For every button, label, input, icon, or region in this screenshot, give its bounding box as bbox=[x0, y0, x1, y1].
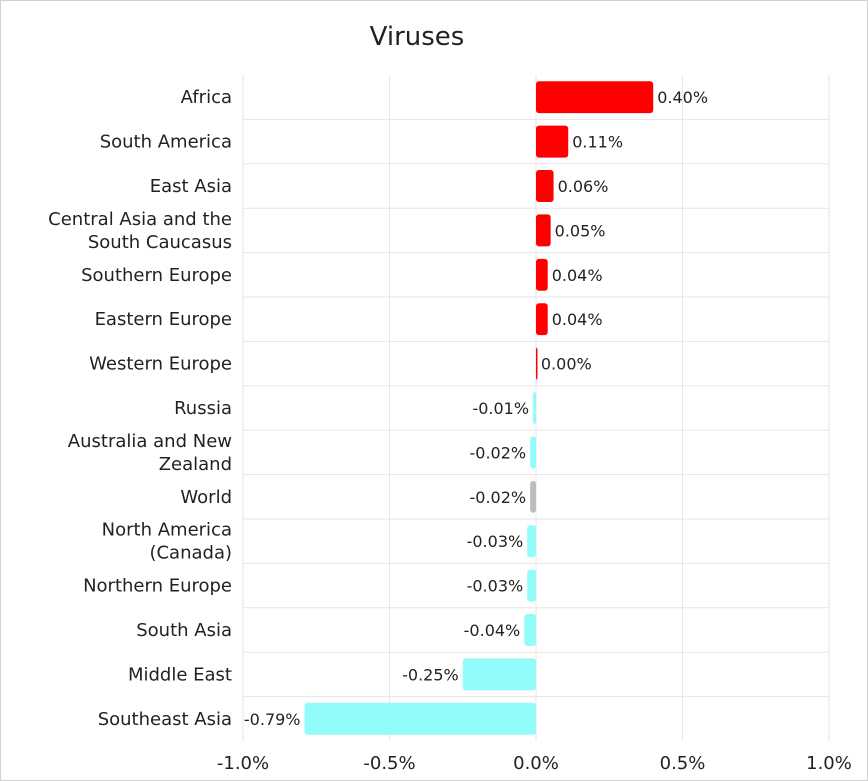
value-label: -0.03% bbox=[467, 577, 524, 596]
value-label: 0.04% bbox=[552, 310, 603, 329]
bar bbox=[527, 569, 536, 602]
value-labels: 0.40% 0.11% 0.06% 0.05% 0.04% 0.04% 0.00% -0.01… bbox=[244, 88, 708, 729]
x-tick-label: 0.0% bbox=[513, 753, 559, 774]
category-label: Northern Europe bbox=[83, 576, 232, 597]
chart-title: Viruses bbox=[370, 22, 465, 52]
bar bbox=[304, 702, 536, 735]
category-label: Southern Europe bbox=[81, 265, 232, 286]
bar bbox=[462, 658, 536, 691]
category-labels: Africa South America East Asia Central Asia… bbox=[48, 87, 232, 730]
bar bbox=[536, 81, 654, 114]
value-label: 0.04% bbox=[552, 266, 603, 285]
value-label: 0.00% bbox=[541, 355, 592, 374]
category-label: Western Europe bbox=[89, 354, 232, 375]
category-label: Australia and New Zealand bbox=[68, 431, 232, 475]
value-label: 0.40% bbox=[657, 88, 708, 107]
bar bbox=[530, 480, 536, 513]
category-label: Eastern Europe bbox=[95, 309, 232, 330]
value-label: -0.79% bbox=[244, 710, 301, 729]
value-label: 0.06% bbox=[558, 177, 609, 196]
x-tick-labels: -1.0% -0.5% 0.0% 0.5% 1.0% bbox=[217, 753, 852, 774]
value-label: 0.11% bbox=[572, 133, 623, 152]
category-label: Africa bbox=[181, 87, 232, 108]
category-label: World bbox=[180, 487, 232, 508]
bar bbox=[533, 392, 536, 424]
bars bbox=[304, 81, 654, 735]
category-label: East Asia bbox=[150, 176, 232, 197]
bar bbox=[536, 258, 548, 291]
bar bbox=[530, 436, 536, 469]
value-label: -0.04% bbox=[464, 621, 521, 640]
value-label: -0.02% bbox=[470, 443, 527, 462]
value-label: -0.02% bbox=[470, 488, 527, 507]
category-label: Southeast Asia bbox=[98, 709, 232, 730]
value-label: -0.01% bbox=[472, 399, 529, 418]
category-label: Russia bbox=[174, 398, 232, 419]
bar bbox=[536, 303, 548, 336]
x-tick-label: 0.5% bbox=[660, 753, 706, 774]
value-label: -0.03% bbox=[467, 532, 524, 551]
bar bbox=[527, 525, 536, 558]
bar bbox=[536, 170, 554, 202]
x-tick-label: -0.5% bbox=[363, 753, 415, 774]
bar bbox=[536, 125, 569, 158]
x-tick-label: 1.0% bbox=[806, 753, 852, 774]
category-label: Central Asia and the South Caucasus bbox=[48, 209, 232, 253]
value-label: -0.25% bbox=[402, 665, 459, 684]
bar bbox=[536, 347, 538, 380]
gridlines bbox=[242, 75, 830, 741]
category-label: South America bbox=[100, 132, 232, 153]
category-label: North America (Canada) bbox=[102, 520, 232, 564]
value-label: 0.05% bbox=[555, 221, 606, 240]
x-tick-label: -1.0% bbox=[217, 753, 269, 774]
category-label: South Asia bbox=[136, 620, 232, 641]
category-label: Middle East bbox=[128, 664, 232, 685]
bar bbox=[524, 614, 536, 646]
bar bbox=[536, 214, 551, 247]
